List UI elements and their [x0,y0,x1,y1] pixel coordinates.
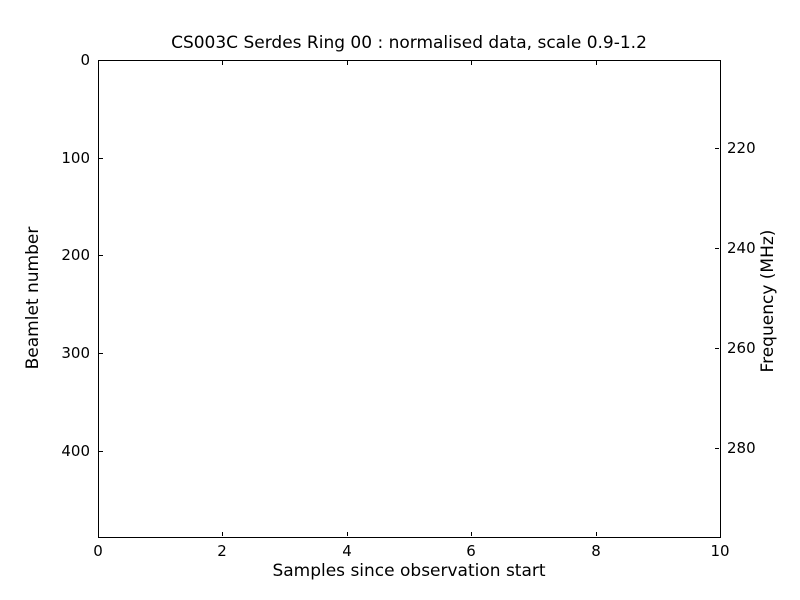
y-right-tick-label: 280 [727,439,756,457]
chart-title: CS003C Serdes Ring 00 : normalised data,… [171,33,647,53]
x-tick-mark-bottom [222,532,223,536]
x-axis-label: Samples since observation start [272,561,546,581]
y-left-tick-mark [99,158,103,159]
x-tick-label: 6 [466,542,476,560]
y-left-tick-label: 200 [61,246,90,264]
y-left-tick-label: 100 [61,149,90,167]
x-tick-label: 10 [710,542,730,560]
y-left-tick-label: 300 [61,344,90,362]
x-tick-mark-top [720,61,721,65]
x-tick-mark-top [596,61,597,65]
y-right-tick-label: 240 [727,239,756,257]
y-right-tick-mark [715,348,719,349]
y-left-tick-mark [99,353,103,354]
x-tick-mark-bottom [471,532,472,536]
y-left-tick-label: 0 [80,51,90,69]
y-right-tick-mark [715,448,719,449]
y-right-tick-mark [715,148,719,149]
x-tick-mark-bottom [596,532,597,536]
y-left-tick-mark [99,60,103,61]
x-tick-mark-bottom [98,532,99,536]
y-right-tick-label: 260 [727,339,756,357]
y-left-tick-mark [99,451,103,452]
x-tick-label: 4 [342,542,352,560]
y-right-tick-label: 220 [727,139,756,157]
plot-area [98,60,721,538]
y-right-tick-mark [715,248,719,249]
y-left-tick-mark [99,255,103,256]
x-tick-label: 0 [93,542,103,560]
x-tick-mark-top [347,61,348,65]
x-tick-mark-top [98,61,99,65]
x-tick-mark-top [222,61,223,65]
x-tick-label: 8 [591,542,601,560]
y-left-tick-label: 400 [61,442,90,460]
x-tick-mark-top [471,61,472,65]
x-tick-mark-bottom [347,532,348,536]
x-tick-label: 2 [217,542,227,560]
x-tick-mark-bottom [720,532,721,536]
